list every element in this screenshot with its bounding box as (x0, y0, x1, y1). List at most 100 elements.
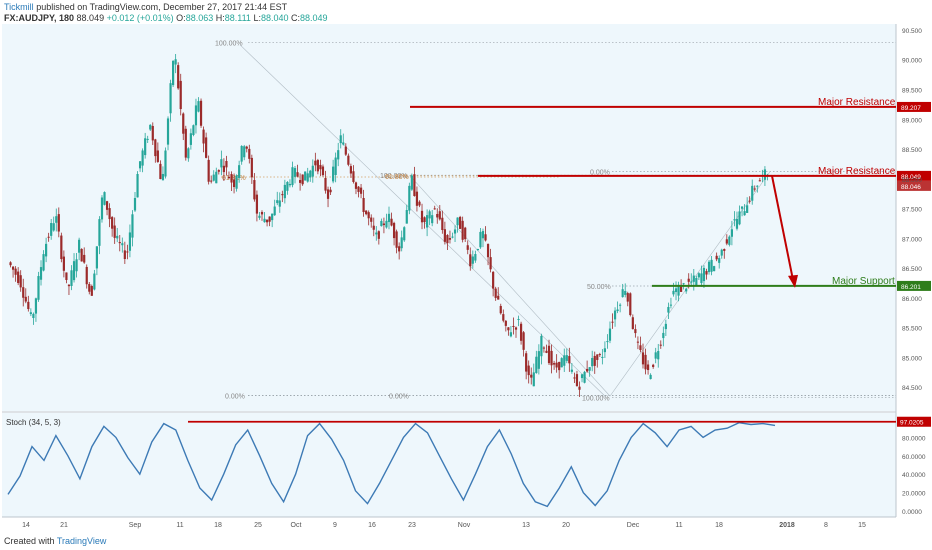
ohlc-line: FX:AUDJPY, 180 88.049 +0.012 (+0.01%) O:… (4, 13, 328, 23)
candle-body (662, 332, 665, 339)
candle-body (288, 183, 292, 186)
candle-body (314, 160, 317, 166)
candle-body (123, 250, 126, 260)
tradingview-logo[interactable]: TradingView (56, 536, 107, 546)
candle-body (586, 368, 589, 372)
candle-body (420, 210, 424, 223)
candle-body (433, 208, 436, 210)
price-tag (897, 180, 931, 191)
candle-body (735, 218, 739, 229)
candle-body (184, 128, 187, 158)
candle-body (575, 374, 579, 387)
candle-body (105, 201, 109, 210)
candle-body (753, 188, 756, 190)
candle-body (83, 254, 86, 263)
candle-body (34, 298, 38, 314)
candle-body (451, 236, 454, 238)
stoch-pane[interactable] (2, 413, 896, 517)
candle-body (276, 200, 279, 204)
candle-body (695, 277, 698, 286)
candle-body (601, 356, 604, 359)
stoch-title: Stoch (34, 5, 3) (6, 418, 61, 427)
candle-body (316, 160, 319, 172)
candle-body (664, 323, 667, 330)
candle-body (509, 332, 513, 337)
candle-body (570, 369, 573, 372)
candle-body (232, 179, 236, 188)
created-with-text: Created with (4, 536, 55, 546)
fib-level-label: 61.80% (385, 174, 409, 181)
candle-body (466, 245, 469, 250)
candle-body (423, 217, 426, 223)
time-tick-label: 11 (675, 522, 682, 529)
main-pane[interactable] (2, 24, 896, 411)
candle-body (55, 216, 58, 223)
candle-body (296, 172, 299, 177)
candle-body (202, 129, 205, 144)
time-tick-label: 21 (60, 522, 68, 529)
stoch-tick-label: 40.0000 (902, 472, 926, 479)
candle-body (24, 296, 27, 302)
candle-body (42, 254, 45, 271)
candle-body (398, 246, 401, 252)
candle-body (593, 355, 596, 366)
candle-body (263, 218, 266, 223)
candle-body (710, 259, 713, 272)
candle-body (733, 219, 736, 221)
candle-body (357, 186, 360, 192)
level-lines[interactable]: Major Resistance 89.207 Major Resistance 88… (410, 97, 931, 291)
candle-body (248, 148, 251, 159)
candle-body (255, 194, 259, 214)
candle-body (108, 208, 111, 220)
candle-body (146, 138, 149, 140)
candle-body (535, 356, 538, 374)
price-tag-label: 89.207 (901, 105, 921, 112)
candle-body (339, 135, 342, 144)
candle-body (22, 287, 25, 298)
candle-body (563, 355, 566, 366)
candle-body (646, 364, 650, 371)
candle-body (136, 173, 139, 198)
candle-body (624, 290, 627, 295)
candle-body (499, 305, 502, 314)
price-tick-label: 88.500 (902, 147, 922, 154)
candle-body (151, 125, 154, 141)
candle-body (395, 231, 398, 248)
candle-body (596, 354, 599, 360)
candle-body (598, 354, 601, 356)
candle-body (131, 214, 134, 238)
candle-body (215, 171, 218, 184)
candle-body (326, 189, 330, 199)
candle-body (293, 168, 297, 177)
candle-body (138, 161, 142, 169)
candle-body (578, 386, 581, 390)
candle-body (95, 246, 98, 269)
candle-body (527, 365, 530, 376)
candle-body (359, 187, 363, 194)
time-tick-label: 20 (562, 522, 570, 529)
symbol-label[interactable]: FX:AUDJPY, 180 (4, 13, 75, 23)
candle-body (192, 125, 195, 136)
candle-body (580, 374, 584, 379)
candle-body (187, 148, 190, 159)
candle-body (763, 169, 767, 180)
time-tick-label: 13 (522, 522, 530, 529)
candle-body (657, 351, 660, 360)
candle-body (281, 194, 284, 196)
candle-body (728, 236, 731, 245)
candle-body (278, 200, 281, 207)
candle-body (636, 341, 640, 343)
candle-body (156, 150, 159, 162)
candle-body (608, 328, 612, 341)
fib-level-label: 0.00% (590, 170, 610, 177)
down-arrow (771, 175, 794, 281)
candle-body (641, 352, 645, 365)
candle-body (50, 222, 53, 236)
candle-body (78, 239, 81, 253)
time-tick-label: 25 (254, 522, 262, 529)
author-link[interactable]: Tickmill (4, 2, 34, 12)
candle-body (553, 363, 556, 365)
candle-body (11, 266, 15, 270)
candle-body (426, 215, 429, 228)
